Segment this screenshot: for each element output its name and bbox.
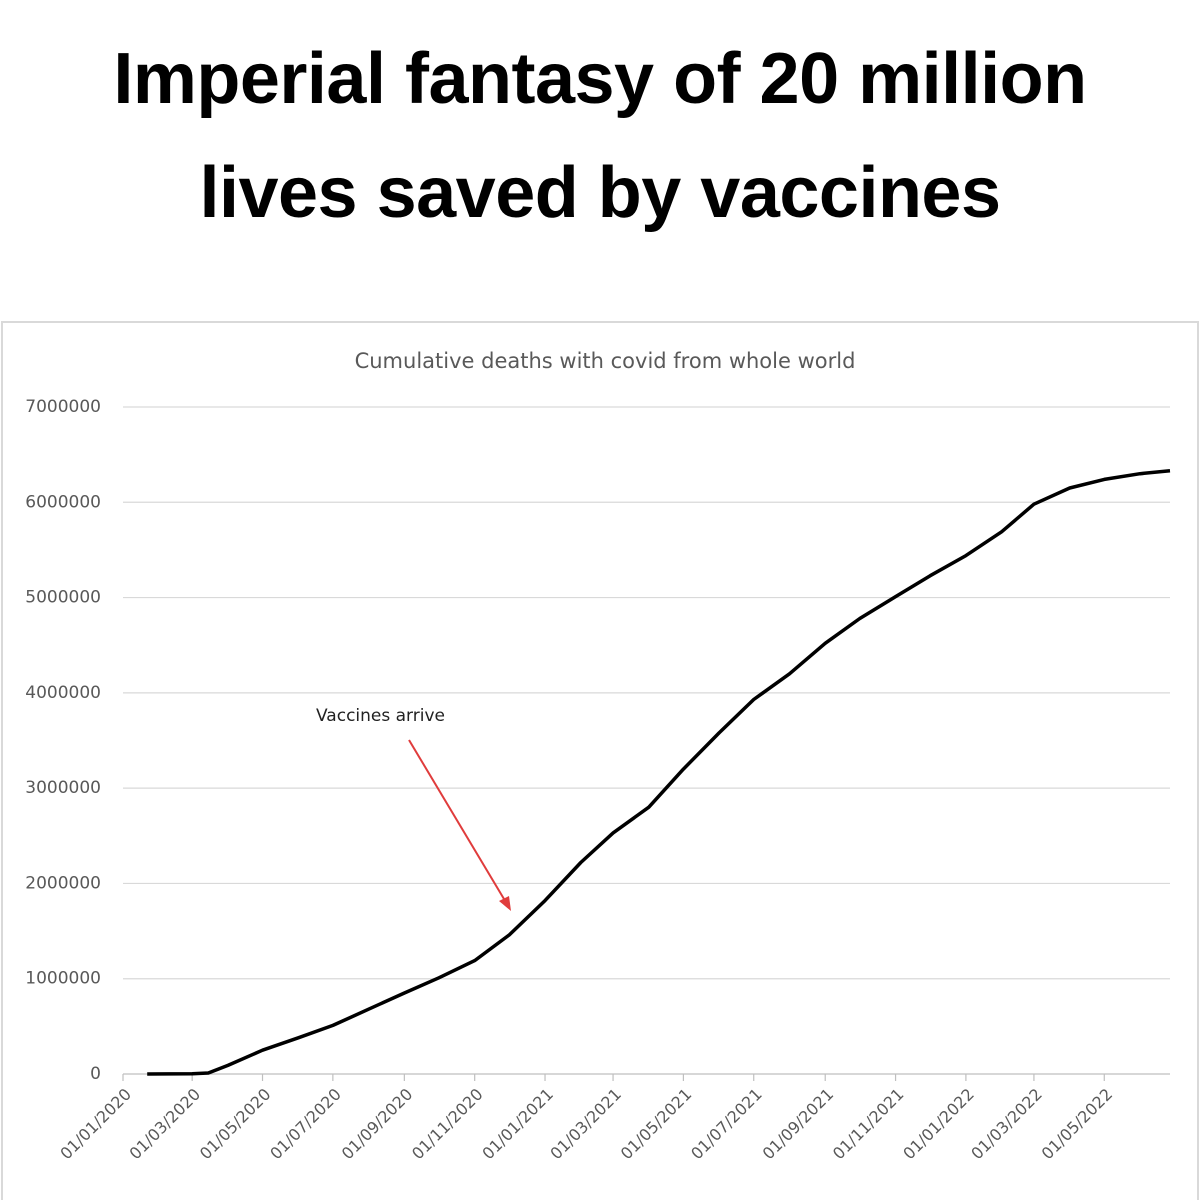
y-tick-label: 4000000	[25, 683, 101, 703]
y-tick-label: 3000000	[25, 778, 101, 798]
chart-title: Cumulative deaths with covid from whole …	[355, 349, 856, 373]
chart-frame	[1, 321, 1199, 1200]
data-line	[147, 469, 1171, 1076]
annotation-arrow	[408, 739, 508, 905]
y-tick-label: 6000000	[25, 492, 101, 512]
annotation-text: Vaccines arrive	[316, 706, 445, 726]
headline-line: lives saved by vaccines	[199, 153, 1001, 233]
annotation-arrowhead	[499, 896, 511, 911]
y-tick-label: 1000000	[25, 969, 101, 989]
y-tick-label: 5000000	[25, 588, 101, 608]
y-tick-label: 7000000	[25, 397, 101, 417]
y-tick-label: 2000000	[25, 873, 101, 893]
headline-line: Imperial fantasy of 20 million	[113, 39, 1087, 119]
y-tick-label: 0	[90, 1064, 101, 1084]
